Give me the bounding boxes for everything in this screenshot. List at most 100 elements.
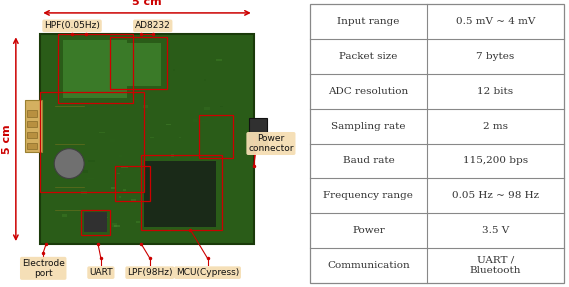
Bar xyxy=(249,118,267,149)
Bar xyxy=(121,166,127,168)
Bar xyxy=(200,121,207,122)
Bar xyxy=(163,50,168,51)
Bar xyxy=(180,224,185,226)
Bar xyxy=(24,100,42,152)
Bar xyxy=(81,210,109,235)
Bar xyxy=(27,132,38,138)
Bar xyxy=(204,194,207,196)
Bar xyxy=(85,54,92,56)
Text: Power: Power xyxy=(352,226,385,235)
Text: LPF(98Hz): LPF(98Hz) xyxy=(127,268,172,277)
Text: 5 cm: 5 cm xyxy=(2,124,11,154)
Bar xyxy=(94,65,101,66)
Text: 7 bytes: 7 bytes xyxy=(476,52,514,61)
Bar xyxy=(173,69,175,71)
Bar xyxy=(166,124,171,125)
Text: Packet size: Packet size xyxy=(339,52,398,61)
Bar xyxy=(136,221,141,223)
Text: 0.5 mV ~ 4 mV: 0.5 mV ~ 4 mV xyxy=(456,17,535,26)
Bar xyxy=(176,186,182,189)
Bar xyxy=(87,178,94,179)
Bar xyxy=(40,92,144,192)
Bar xyxy=(57,34,133,103)
Bar xyxy=(27,121,38,127)
Bar xyxy=(199,115,233,158)
Bar xyxy=(123,189,126,191)
Bar xyxy=(195,188,200,190)
Bar xyxy=(141,155,222,230)
Bar xyxy=(63,95,67,98)
Text: ADC resolution: ADC resolution xyxy=(328,87,409,96)
Bar xyxy=(81,191,86,194)
Bar xyxy=(63,40,127,98)
Bar xyxy=(113,43,162,86)
Text: MCU(Cypress): MCU(Cypress) xyxy=(176,268,239,277)
Bar xyxy=(167,229,171,232)
Text: Power
connector: Power connector xyxy=(248,134,294,153)
Bar xyxy=(112,223,117,226)
Bar xyxy=(143,105,148,108)
Bar xyxy=(62,214,68,217)
Bar xyxy=(138,164,145,167)
Text: Sampling rate: Sampling rate xyxy=(331,122,406,131)
Bar xyxy=(74,89,78,91)
Bar xyxy=(194,187,201,190)
Bar xyxy=(220,106,222,107)
Bar xyxy=(193,119,197,122)
Bar xyxy=(27,110,38,117)
Bar xyxy=(117,173,120,174)
Bar xyxy=(85,217,89,218)
Bar xyxy=(131,199,136,201)
Bar xyxy=(40,34,254,244)
Bar xyxy=(109,37,167,89)
Bar xyxy=(135,99,139,102)
Bar xyxy=(150,137,154,138)
Bar xyxy=(145,74,149,75)
Bar xyxy=(27,143,38,149)
Text: UART /
Bluetooth: UART / Bluetooth xyxy=(469,256,521,275)
Bar xyxy=(147,223,149,226)
Bar xyxy=(83,170,88,173)
Text: UART: UART xyxy=(89,268,113,277)
Circle shape xyxy=(54,149,84,179)
Text: Electrode
port: Electrode port xyxy=(22,259,65,278)
Bar xyxy=(88,160,95,162)
Bar xyxy=(216,59,222,61)
Bar xyxy=(100,228,101,231)
Bar xyxy=(204,107,210,110)
Text: 115,200 bps: 115,200 bps xyxy=(463,156,528,165)
Bar xyxy=(150,219,153,220)
Bar xyxy=(119,196,121,198)
Bar xyxy=(207,195,211,197)
Text: AD8232: AD8232 xyxy=(135,21,171,30)
Bar xyxy=(117,61,120,64)
Bar xyxy=(114,225,120,227)
Bar xyxy=(84,212,106,232)
Bar xyxy=(179,137,181,138)
Text: 0.05 Hz ~ 98 Hz: 0.05 Hz ~ 98 Hz xyxy=(452,191,539,200)
Text: 2 ms: 2 ms xyxy=(483,122,508,131)
Bar xyxy=(167,218,171,221)
Bar xyxy=(204,79,207,81)
Bar xyxy=(110,139,115,141)
Text: Frequency range: Frequency range xyxy=(324,191,413,200)
Bar xyxy=(171,154,175,156)
Text: Baud rate: Baud rate xyxy=(343,156,394,165)
Bar xyxy=(140,57,142,60)
Text: 5 cm: 5 cm xyxy=(132,0,162,7)
Bar xyxy=(116,166,150,201)
Bar xyxy=(85,194,91,196)
Bar xyxy=(144,161,216,227)
Text: 12 bits: 12 bits xyxy=(477,87,513,96)
Bar xyxy=(92,84,96,86)
Text: 3.5 V: 3.5 V xyxy=(481,226,509,235)
Bar xyxy=(119,155,122,157)
Bar xyxy=(111,187,116,189)
Bar xyxy=(149,150,155,151)
Bar xyxy=(128,61,131,64)
Bar xyxy=(154,199,159,203)
Bar xyxy=(104,217,108,218)
Bar xyxy=(100,87,102,90)
Bar xyxy=(190,162,192,164)
Bar xyxy=(107,85,109,86)
